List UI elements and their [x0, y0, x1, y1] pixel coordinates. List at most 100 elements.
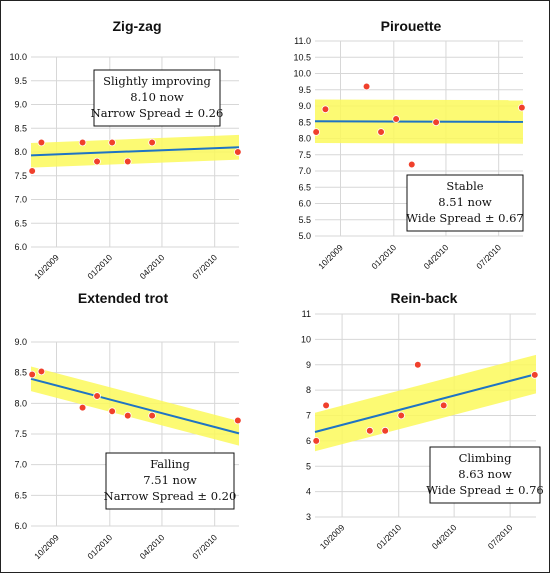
- x-tick-label: 01/2010: [85, 252, 114, 281]
- data-point: [414, 360, 422, 369]
- trend-line: [30, 146, 240, 157]
- y-tick-label: 8.5: [14, 123, 27, 133]
- y-tick-label: 6.0: [14, 521, 27, 531]
- data-point: [37, 367, 46, 376]
- annotation-box: Falling 7.51 now Narrow Spread ± 0.20: [104, 452, 236, 510]
- y-tick-label: 7.5: [298, 150, 311, 160]
- chart-panel-2: Pirouette 11.0 10.5 10.0 9.5 9.0 8.5 8.0 7.5 7.0 6…: [293, 18, 526, 271]
- chart-title: Zig-zag: [113, 18, 162, 34]
- y-tick-label: 5: [306, 461, 311, 471]
- chart-title: Pirouette: [381, 18, 442, 34]
- data-point: [108, 138, 116, 147]
- x-tick-label: 10/2009: [318, 522, 347, 551]
- y-tick-label: 8.0: [298, 134, 311, 144]
- y-tick-label: 5.5: [298, 215, 311, 225]
- data-point: [530, 371, 539, 379]
- y-tick-label: 8.0: [14, 147, 27, 157]
- data-point: [78, 403, 87, 412]
- y-tick-label: 11: [302, 309, 311, 319]
- x-tick-label: 07/2010: [190, 252, 219, 281]
- y-tick-label: 10.5: [293, 52, 311, 62]
- y-tick-label: 9.0: [14, 100, 27, 110]
- y-tick-label: 9.0: [14, 337, 27, 347]
- y-tick-label: 7.5: [14, 171, 27, 181]
- data-point: [93, 392, 101, 400]
- data-point: [518, 103, 526, 112]
- x-tick-label: 07/2010: [474, 242, 503, 271]
- y-tick-label: 7.0: [14, 195, 27, 205]
- data-point: [148, 138, 156, 147]
- data-point: [432, 118, 440, 127]
- data-point: [322, 401, 330, 410]
- data-point: [28, 370, 36, 379]
- data-point: [365, 426, 374, 435]
- y-tick-label: 9: [306, 360, 311, 370]
- chart-panel-3: Extended trot 9.0 8.5 8.0 7.5 7.0 6.5 6.0 10/200…: [14, 290, 242, 561]
- data-point: [234, 148, 242, 156]
- data-point: [392, 115, 400, 123]
- annotation-line: Wide Spread ± 0.76: [426, 483, 543, 497]
- annotation-line: Stable: [446, 179, 483, 193]
- y-tick-label: 8.5: [14, 368, 27, 378]
- x-tick-label: 04/2010: [138, 252, 167, 281]
- y-tick-label: 7.0: [298, 166, 311, 176]
- trend-line: [30, 377, 240, 435]
- y-tick-label: 9.5: [14, 76, 27, 86]
- y-tick-label: 7: [306, 411, 311, 421]
- annotation-line: Narrow Spread ± 0.26: [91, 106, 224, 120]
- annotation-border: [105, 452, 235, 510]
- y-tick-label: 10: [301, 334, 311, 344]
- y-tick-label: 6: [306, 436, 311, 446]
- annotation-box: Climbing 8.63 now Wide Spread ± 0.76: [426, 446, 544, 504]
- data-point: [108, 407, 116, 416]
- data-point: [321, 105, 330, 114]
- annotation-line: Climbing: [459, 451, 513, 465]
- y-tick-label: 7.5: [14, 429, 27, 439]
- x-tick-label: 04/2010: [138, 532, 167, 561]
- x-tick-label: 10/2009: [32, 252, 61, 281]
- annotation-line: Falling: [150, 457, 190, 471]
- annotation-line: 8.51 now: [438, 195, 492, 209]
- x-tick-label: 10/2009: [316, 242, 345, 271]
- y-tick-label: 6.5: [298, 182, 311, 192]
- y-tick-label: 5.0: [298, 231, 311, 241]
- annotation-box: Slightly improving 8.10 now Narrow Spread …: [91, 69, 224, 127]
- y-tick-label: 6.5: [14, 218, 27, 228]
- y-tick-label: 6.0: [14, 242, 27, 252]
- annotation-line: 8.63 now: [458, 467, 512, 481]
- data-point: [397, 411, 405, 420]
- data-point: [37, 138, 46, 147]
- x-tick-label: 01/2010: [85, 532, 114, 561]
- x-tick-label: 07/2010: [486, 522, 515, 551]
- data-point: [123, 411, 132, 420]
- data-point: [93, 157, 101, 166]
- data-point: [381, 426, 389, 435]
- x-tick-label: 01/2010: [374, 522, 403, 551]
- y-tick-label: 4: [306, 487, 311, 497]
- data-point: [312, 437, 321, 445]
- annotation-line: Wide Spread ± 0.67: [406, 211, 523, 225]
- y-tick-label: 3: [306, 512, 311, 522]
- annotation-line: Slightly improving: [103, 74, 211, 88]
- data-point: [312, 128, 320, 136]
- chart-title: Rein-back: [391, 290, 458, 306]
- data-point: [78, 138, 87, 147]
- data-point: [234, 416, 242, 425]
- chart-panel-1: Zig-zag 10.0 9.5 9.0 8.5 8.0 7.5 7.0 6.5 6.0 10/20…: [9, 18, 242, 281]
- y-tick-label: 8.0: [14, 398, 27, 408]
- data-point: [28, 167, 36, 175]
- annotation-border: [93, 69, 221, 127]
- y-tick-label: 9.5: [298, 85, 311, 95]
- y-tick-label: 8.5: [298, 117, 311, 127]
- y-tick-label: 9.0: [298, 101, 311, 111]
- x-tick-label: 04/2010: [422, 242, 451, 271]
- annotation-border: [429, 446, 541, 504]
- y-tick-label: 8: [306, 385, 311, 395]
- data-point: [362, 82, 371, 91]
- annotation-line: 7.51 now: [143, 473, 197, 487]
- annotation-box: Stable 8.51 now Wide Spread ± 0.67: [406, 174, 524, 232]
- y-tick-label: 10.0: [293, 69, 311, 79]
- data-point: [439, 401, 448, 410]
